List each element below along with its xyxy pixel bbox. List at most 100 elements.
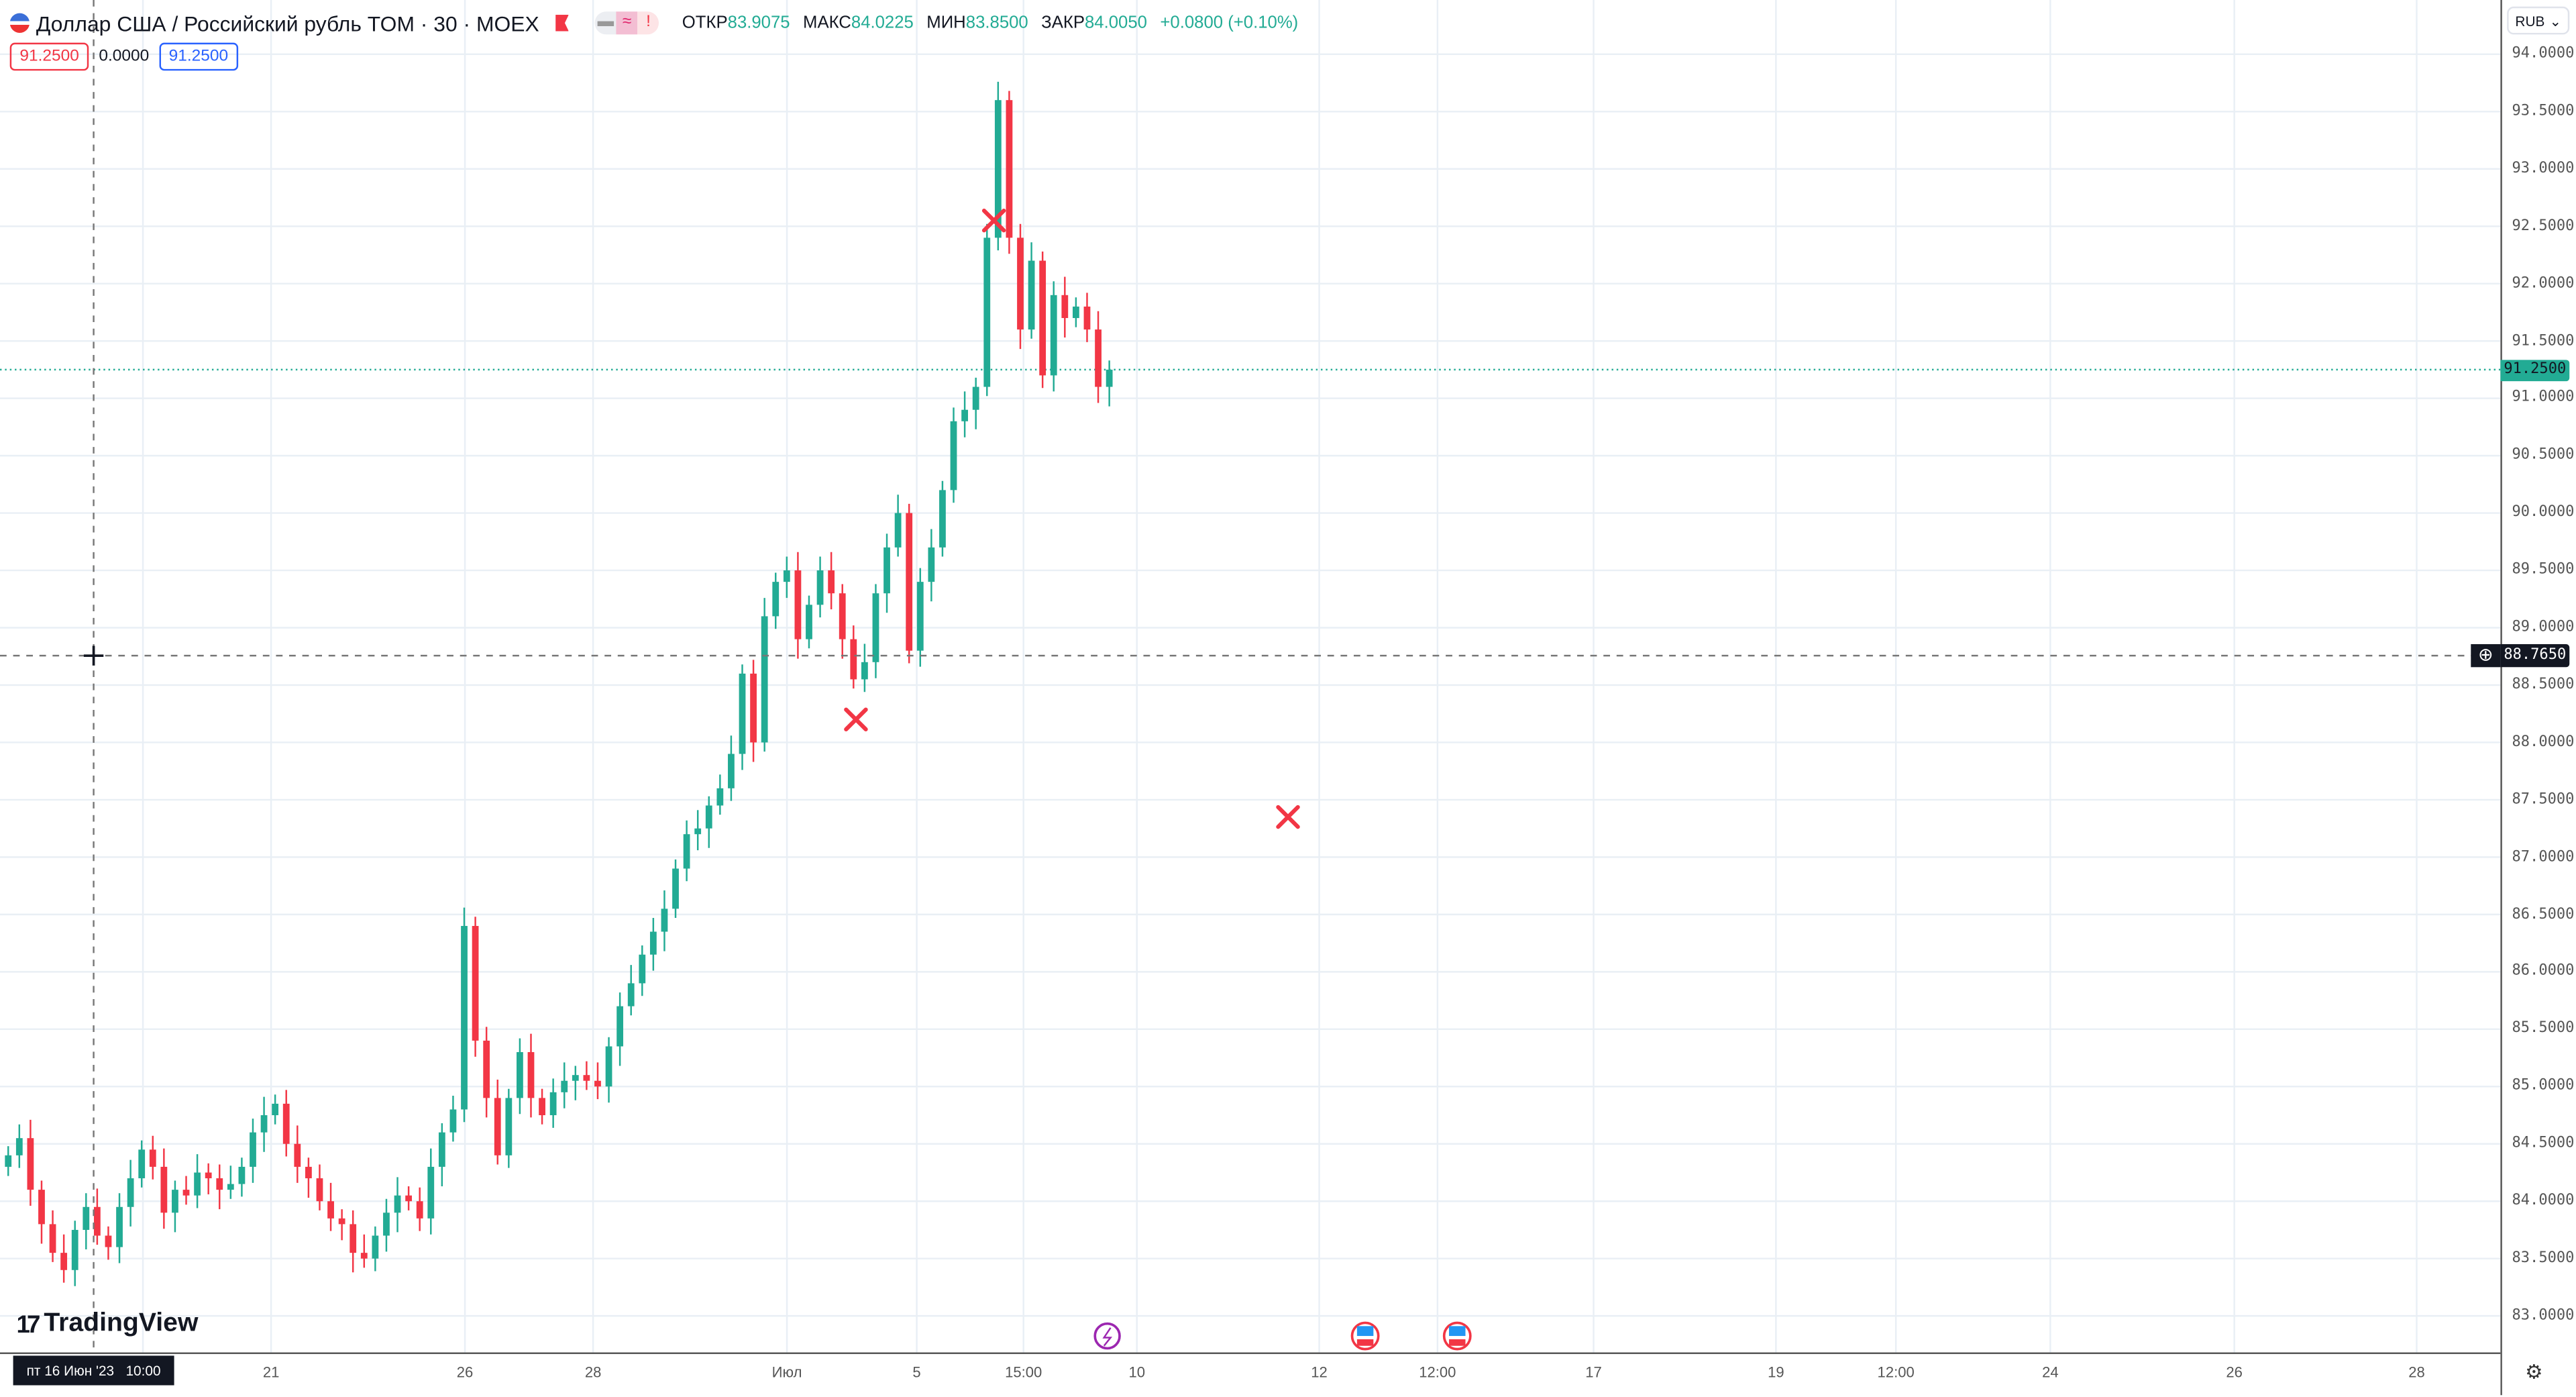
- candle-body: [449, 1109, 457, 1133]
- crosshair-date-label: пт 16 Июн '23 10:00: [13, 1355, 174, 1386]
- x-tick-label: 12: [1311, 1363, 1328, 1381]
- x-tick-label: 26: [456, 1363, 474, 1381]
- x-tick-label: 28: [2408, 1363, 2425, 1381]
- candle-body: [461, 925, 468, 1110]
- candle-body: [906, 513, 913, 651]
- status-pill[interactable]: ▬ ≈ !: [594, 11, 659, 35]
- candle-body: [372, 1235, 379, 1259]
- y-tick-label: 92.5000: [2512, 217, 2575, 235]
- x-marker: [844, 707, 868, 732]
- candle-body: [605, 1046, 612, 1087]
- us-flag-icon: [9, 13, 30, 33]
- y-tick-label: 86.5000: [2512, 906, 2575, 923]
- currency-label: RUB: [2515, 13, 2545, 30]
- y-tick-label: 89.5000: [2512, 562, 2575, 579]
- candle-body: [494, 1098, 501, 1155]
- candle-body: [872, 593, 879, 662]
- x-tick-label: 12:00: [1419, 1363, 1456, 1381]
- crosshair-cursor-icon: [83, 645, 104, 666]
- tradingview-logo[interactable]: 17 TradingView: [16, 1310, 198, 1339]
- candle-body: [1028, 260, 1035, 330]
- y-tick-label: 90.0000: [2512, 505, 2575, 521]
- candle-body: [517, 1051, 523, 1098]
- x-marker: [1276, 805, 1300, 829]
- time-axis[interactable]: 21 26 28 Июл 5 15:00 10 12 12:00 17 19 12:00 24 26 28: [0, 1352, 2501, 1397]
- tv-logo-icon: 17: [16, 1310, 40, 1339]
- price-axis[interactable]: 94.0000 93.5000 93.0000 92.5000 92.0000 91.50…: [2500, 0, 2576, 1396]
- candle-body: [116, 1206, 123, 1247]
- y-tick-label: 85.0000: [2512, 1078, 2575, 1095]
- candle-body: [105, 1235, 112, 1247]
- us-flag-canton: [1449, 1326, 1466, 1337]
- x-tick-label: 17: [1585, 1363, 1602, 1381]
- candle-body: [750, 673, 757, 743]
- candle-body: [972, 386, 979, 410]
- chevron-down-icon: ⌄: [2549, 13, 2561, 30]
- us-flag-canton: [1356, 1326, 1374, 1337]
- alert-icon: !: [637, 11, 659, 35]
- last-price-label: 91.2500: [2500, 360, 2570, 382]
- candle-body: [394, 1195, 401, 1213]
- symbol-title[interactable]: Доллар США / Российский рубль TOM · 30 ·…: [36, 10, 539, 36]
- candle-body: [93, 1206, 101, 1236]
- dash-icon: ▬: [594, 11, 616, 35]
- candle-body: [1039, 260, 1046, 376]
- candle-body: [205, 1172, 212, 1179]
- candle-body: [38, 1190, 45, 1225]
- candle-body: [1017, 238, 1024, 330]
- candle-body: [160, 1166, 168, 1213]
- sell-button[interactable]: 91.2500: [9, 42, 89, 71]
- candle-body: [272, 1103, 279, 1116]
- settings-gear-icon[interactable]: ⚙: [2525, 1360, 2543, 1384]
- y-tick-label: 91.0000: [2512, 390, 2575, 407]
- y-tick-label: 93.5000: [2512, 103, 2575, 120]
- lightning-bolt-icon: [1102, 1327, 1113, 1347]
- buy-button[interactable]: 91.2500: [158, 42, 238, 71]
- candle-body: [894, 513, 902, 548]
- y-tick-label: 83.0000: [2512, 1307, 2575, 1325]
- candle-body: [705, 805, 712, 829]
- x-tick-label: 28: [584, 1363, 602, 1381]
- y-tick-label: 86.0000: [2512, 964, 2575, 980]
- x-tick-label: 15:00: [1005, 1363, 1042, 1381]
- candle-body: [839, 593, 846, 639]
- candle-body: [316, 1178, 323, 1202]
- currency-select[interactable]: RUB ⌄: [2507, 6, 2570, 35]
- candle-body: [672, 868, 679, 909]
- x-tick-label: 5: [912, 1363, 921, 1381]
- candle-body: [238, 1166, 246, 1184]
- candle-body: [327, 1201, 334, 1219]
- candle-body: [71, 1229, 78, 1270]
- add-alert-plus-icon[interactable]: ⊕: [2471, 644, 2501, 668]
- y-tick-label: 89.0000: [2512, 619, 2575, 636]
- y-tick-label: 88.0000: [2512, 734, 2575, 751]
- candle-body: [572, 1075, 579, 1081]
- candle-body: [561, 1080, 568, 1092]
- candle-body: [49, 1224, 56, 1253]
- candle-body: [694, 828, 702, 835]
- candle-body: [928, 547, 935, 582]
- x-tick-label: Июл: [771, 1363, 802, 1381]
- candle-body: [1050, 295, 1057, 376]
- y-tick-label: 90.5000: [2512, 447, 2575, 464]
- candle-body: [1073, 306, 1079, 318]
- candle-body: [350, 1224, 357, 1253]
- candle-body: [1083, 306, 1091, 330]
- us-flag-stripe: [1449, 1339, 1466, 1346]
- ohlc-values: ОТКР83.9075 МАКС84.0225 МИН83.8500 ЗАКР8…: [682, 13, 1299, 33]
- candle-body: [816, 570, 824, 605]
- candle-body: [728, 754, 735, 788]
- x-tick-label: 19: [1768, 1363, 1784, 1381]
- candle-body: [883, 547, 890, 594]
- candle-body: [961, 409, 968, 421]
- y-tick-label: 93.0000: [2512, 160, 2575, 177]
- candle-body: [27, 1138, 34, 1190]
- candle-body: [1006, 100, 1013, 238]
- y-tick-label: 87.5000: [2512, 791, 2575, 809]
- candle-body: [438, 1132, 445, 1167]
- candle-body: [616, 1006, 624, 1047]
- candle-body: [172, 1190, 178, 1213]
- candle-body: [294, 1143, 301, 1167]
- flag-icon[interactable]: [555, 15, 569, 32]
- price-chart[interactable]: [0, 0, 2501, 1353]
